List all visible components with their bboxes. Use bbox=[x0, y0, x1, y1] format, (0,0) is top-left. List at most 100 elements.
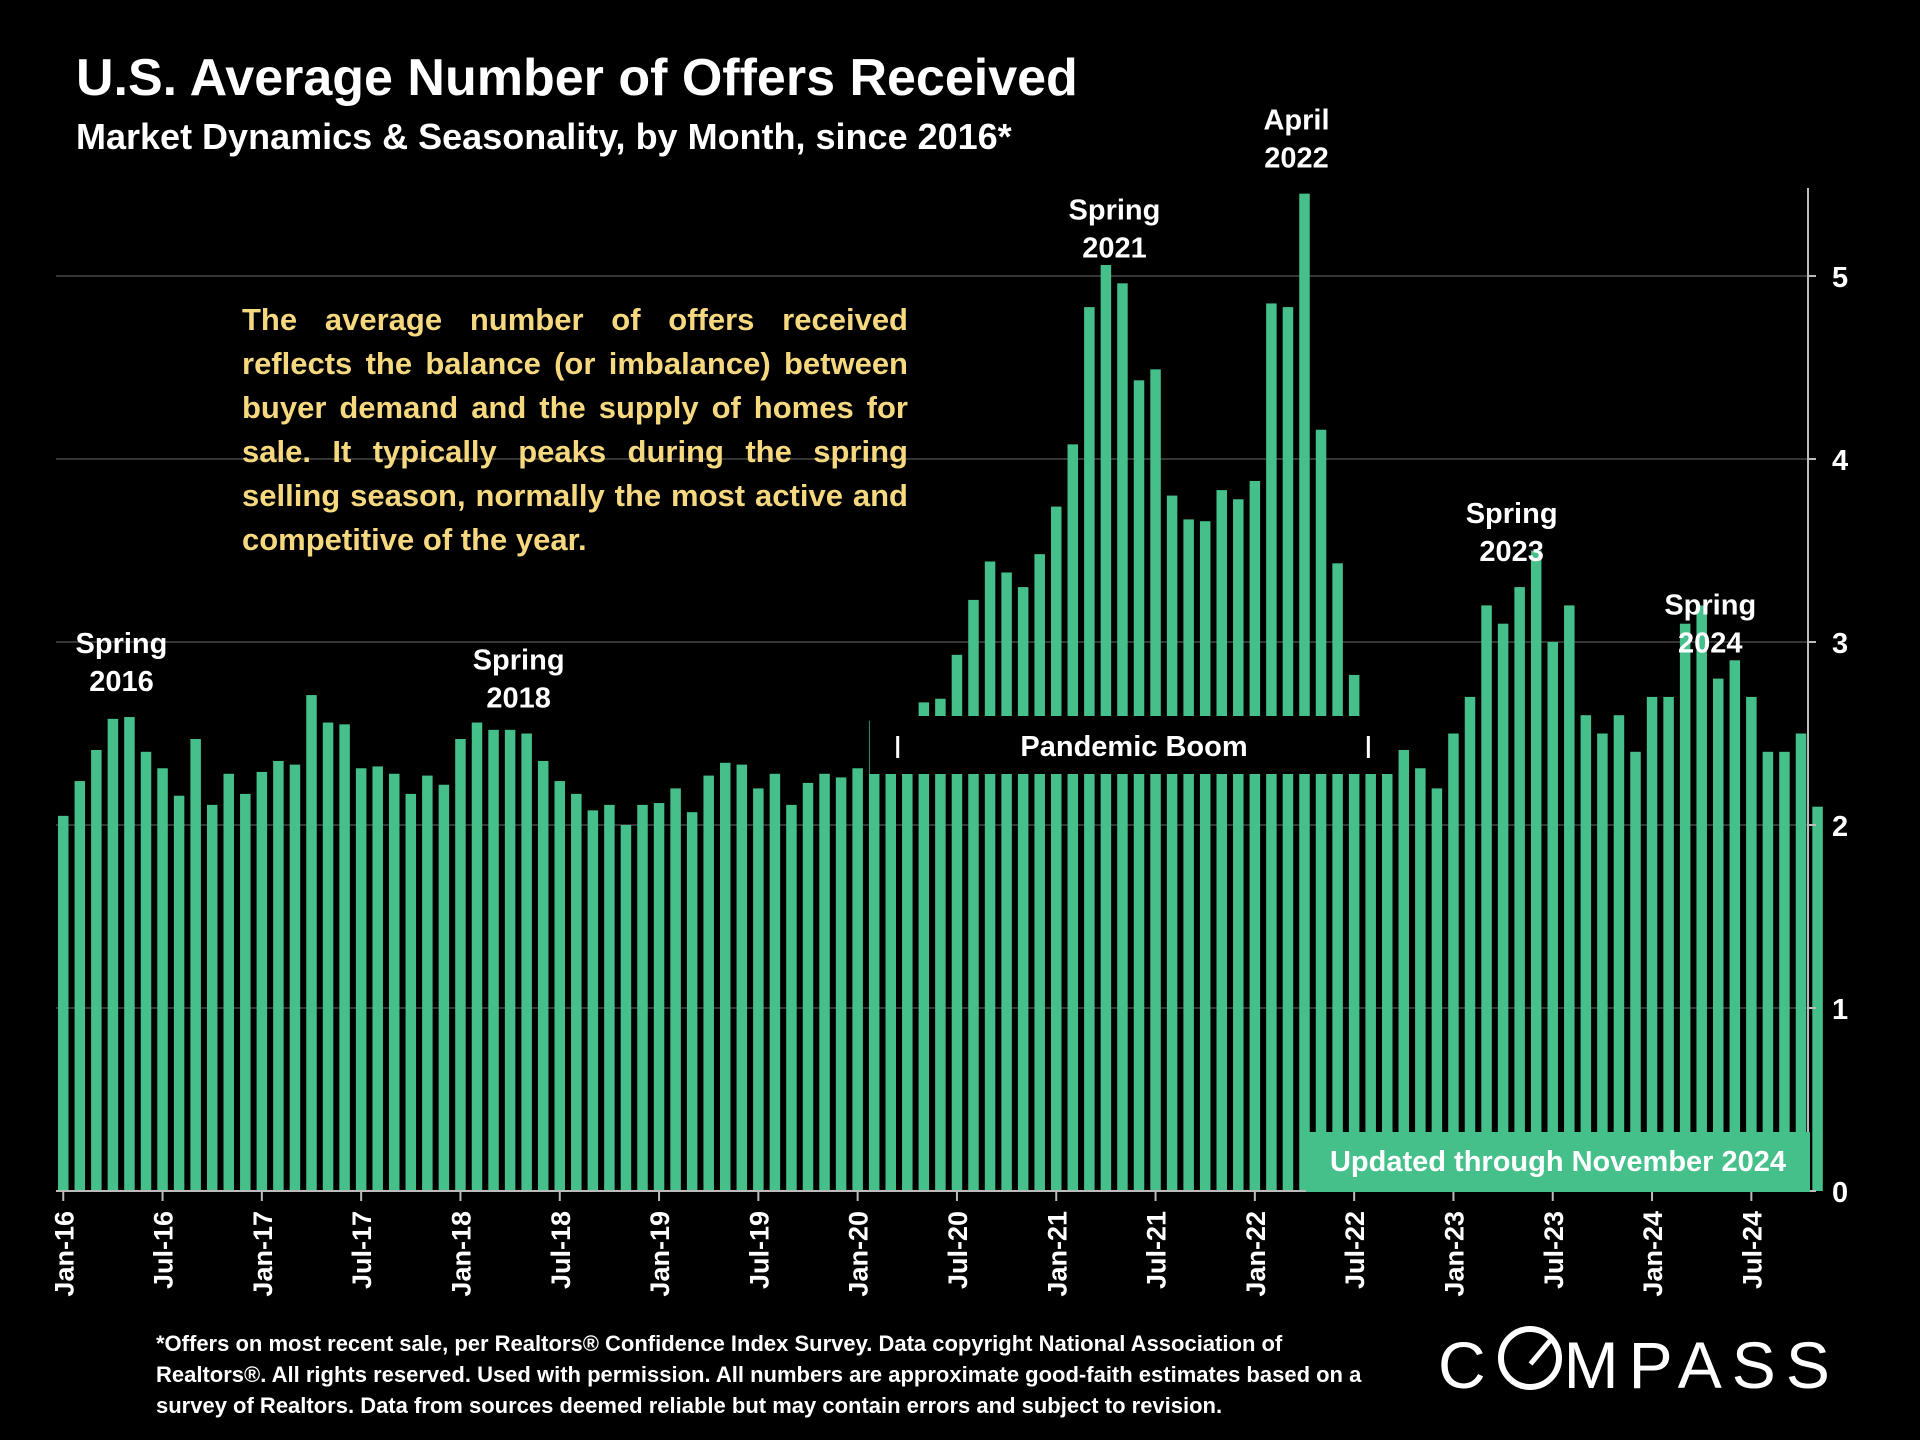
bar bbox=[157, 768, 168, 1191]
bar bbox=[1613, 715, 1625, 1191]
bar bbox=[306, 695, 317, 1191]
bar bbox=[918, 702, 930, 1191]
bar bbox=[1630, 751, 1641, 1191]
bar bbox=[1779, 751, 1790, 1191]
annotations: Pandemic Boom 2016 Spring 2018 Spring 2021 Spr… bbox=[76, 105, 1756, 774]
x-tick-label: Jan-22 bbox=[1241, 1211, 1271, 1297]
compass-o-icon bbox=[1497, 1326, 1562, 1390]
bar bbox=[802, 782, 814, 1191]
y-tick-label: 2 bbox=[1832, 811, 1848, 843]
x-tick-label: Jul-19 bbox=[744, 1211, 774, 1289]
bar bbox=[753, 788, 764, 1191]
bar bbox=[703, 775, 714, 1191]
bar bbox=[1679, 623, 1691, 1191]
bar bbox=[355, 768, 367, 1191]
bar bbox=[835, 777, 847, 1191]
bar bbox=[885, 764, 896, 1191]
bar bbox=[720, 762, 731, 1191]
bar bbox=[604, 804, 615, 1191]
x-tick-label: Jul-21 bbox=[1142, 1211, 1172, 1289]
bar bbox=[769, 773, 781, 1191]
x-tick-label: Jan-20 bbox=[844, 1211, 874, 1297]
chart-title: U.S. Average Number of Offers Received bbox=[76, 49, 1078, 107]
x-tick-label: Jul-18 bbox=[546, 1211, 576, 1289]
bar bbox=[521, 733, 532, 1191]
bar bbox=[587, 810, 599, 1191]
bar bbox=[405, 793, 417, 1191]
bar bbox=[852, 768, 863, 1191]
bar bbox=[670, 788, 681, 1191]
annotation-year: 2022 bbox=[1264, 143, 1329, 175]
footnote: *Offers on most recent sale, per Realtor… bbox=[156, 1331, 1362, 1418]
compass-logo: C MPASS bbox=[1438, 1326, 1840, 1402]
bar bbox=[1299, 193, 1310, 1191]
bar bbox=[902, 737, 913, 1191]
annotation-year: 2016 bbox=[89, 666, 154, 698]
x-tick-label: Jan-21 bbox=[1042, 1211, 1072, 1297]
bar bbox=[1812, 806, 1823, 1191]
annotation-label: Spring bbox=[473, 645, 565, 677]
bar bbox=[1663, 696, 1674, 1191]
bar bbox=[1216, 490, 1227, 1191]
bar bbox=[1249, 480, 1261, 1192]
bar bbox=[173, 795, 185, 1191]
axes: 0 1 2 3 4 5 Jan-16 Jul-16 Jan-17 Jul-17 Jan-18 Jul-… bbox=[49, 188, 1848, 1297]
bar bbox=[736, 764, 748, 1191]
bar bbox=[1017, 587, 1029, 1191]
bar bbox=[1564, 605, 1575, 1191]
bar bbox=[372, 766, 383, 1191]
bar bbox=[1762, 751, 1774, 1191]
bar bbox=[1514, 587, 1525, 1191]
bar bbox=[1646, 696, 1658, 1191]
x-tick-label: Jul-23 bbox=[1539, 1211, 1569, 1289]
bar bbox=[339, 724, 350, 1191]
bar bbox=[1547, 642, 1558, 1191]
bar bbox=[1431, 788, 1443, 1191]
bar bbox=[322, 722, 334, 1191]
bar bbox=[289, 764, 301, 1191]
y-tick-label: 3 bbox=[1832, 628, 1848, 660]
bar bbox=[686, 812, 698, 1191]
y-tick-label: 0 bbox=[1832, 1177, 1848, 1209]
y-tick-label: 5 bbox=[1832, 262, 1848, 294]
x-tick-label: Jan-24 bbox=[1638, 1211, 1668, 1297]
bar bbox=[1166, 495, 1178, 1192]
bar bbox=[1183, 519, 1194, 1191]
x-tick-label: Jan-17 bbox=[248, 1211, 278, 1297]
bar bbox=[190, 738, 201, 1191]
x-tick-label: Jan-16 bbox=[49, 1211, 79, 1297]
bar bbox=[1233, 499, 1244, 1191]
bar bbox=[1365, 733, 1376, 1191]
bar bbox=[1315, 429, 1327, 1192]
bar bbox=[571, 793, 582, 1191]
bar bbox=[968, 599, 979, 1191]
bar bbox=[951, 654, 963, 1191]
annotation-label: Spring bbox=[76, 628, 168, 660]
bar bbox=[1051, 506, 1062, 1192]
bar bbox=[537, 760, 549, 1191]
bar bbox=[240, 793, 251, 1191]
x-tick-label: Jan-18 bbox=[446, 1211, 476, 1297]
bar bbox=[504, 729, 516, 1191]
bar bbox=[620, 825, 632, 1191]
bar bbox=[223, 773, 234, 1191]
bar bbox=[1597, 733, 1608, 1191]
x-tick-label: Jul-17 bbox=[347, 1211, 377, 1289]
x-tick-label: Jul-22 bbox=[1340, 1211, 1370, 1289]
y-tick-label: 4 bbox=[1832, 445, 1848, 477]
bar bbox=[1464, 696, 1476, 1191]
bar bbox=[1382, 733, 1393, 1191]
bar bbox=[58, 815, 69, 1191]
annotation-year: 2021 bbox=[1082, 232, 1147, 264]
annotation-label: April bbox=[1263, 105, 1329, 137]
bar bbox=[140, 751, 152, 1191]
bar bbox=[1713, 678, 1724, 1191]
bar bbox=[471, 722, 483, 1191]
x-tick-label: Jul-24 bbox=[1737, 1211, 1767, 1289]
annotation-year: 2024 bbox=[1678, 628, 1743, 660]
bar bbox=[786, 804, 797, 1191]
chart-subtitle: Market Dynamics & Seasonality, by Month,… bbox=[76, 116, 1012, 157]
bar bbox=[1199, 521, 1211, 1191]
bar bbox=[1448, 733, 1459, 1191]
bar bbox=[1332, 563, 1343, 1191]
